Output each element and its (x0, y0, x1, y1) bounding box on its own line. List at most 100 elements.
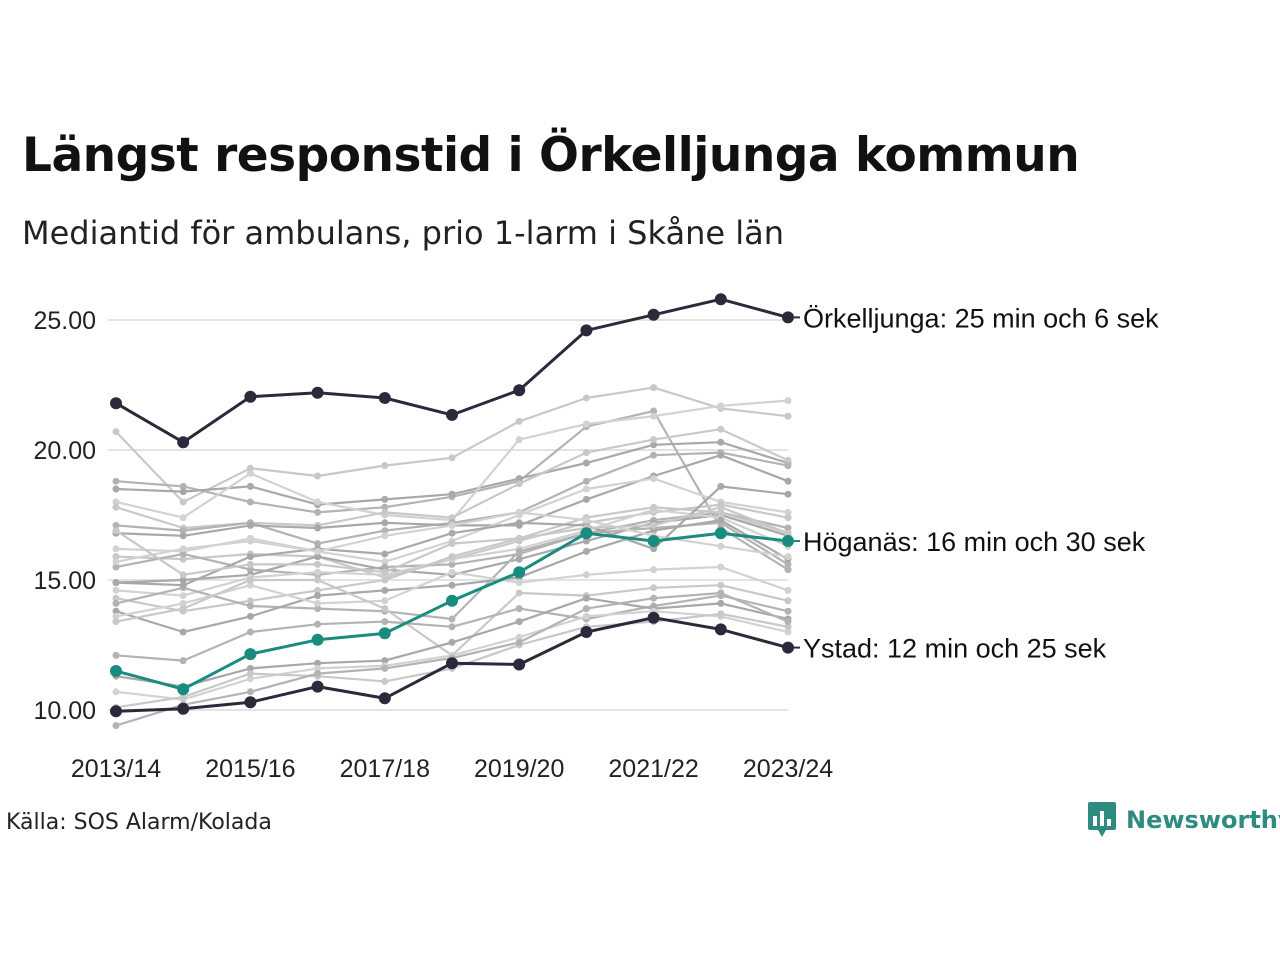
data-point (110, 665, 122, 677)
data-point (179, 527, 187, 535)
data-point (112, 477, 120, 485)
data-point (582, 605, 590, 613)
data-point (381, 586, 389, 594)
gridlines (108, 319, 788, 711)
data-point (782, 311, 794, 324)
series-end-label: Örkelljunga: 25 min och 6 sek (803, 303, 1159, 333)
data-point (179, 693, 187, 701)
data-point (246, 688, 254, 696)
data-point (717, 503, 725, 511)
y-tick-label: 15.00 (33, 567, 96, 595)
source-note: Källa: SOS Alarm/Kolada (6, 810, 272, 835)
x-tick-label: 2019/20 (474, 755, 564, 783)
data-point (448, 540, 456, 548)
x-axis-ticks: 2013/14 2015/16 2017/18 2019/20 2021/22 2023/… (71, 755, 833, 783)
data-point (515, 555, 523, 563)
data-point (381, 558, 389, 566)
data-point (381, 568, 389, 576)
data-point (714, 293, 727, 306)
data-point (515, 534, 523, 542)
data-point (381, 503, 389, 511)
data-point (179, 628, 187, 636)
data-point (717, 563, 725, 571)
data-point (784, 514, 792, 522)
data-point (112, 527, 120, 535)
data-point (179, 571, 187, 579)
data-point (314, 560, 322, 568)
background-series-line (112, 508, 792, 579)
data-point (381, 576, 389, 584)
data-point (246, 464, 254, 472)
data-point (515, 417, 523, 425)
data-point (717, 451, 725, 459)
data-point (314, 592, 322, 600)
chart-title: Längst responstid i Örkelljunga kommun (22, 128, 1080, 183)
data-point (381, 495, 389, 503)
data-point (782, 535, 794, 547)
data-point (650, 407, 658, 415)
background-series-line (112, 563, 792, 620)
data-point (179, 514, 187, 522)
data-point (112, 545, 120, 553)
background-series-line (112, 503, 792, 579)
data-point (647, 535, 660, 547)
data-point (650, 503, 658, 511)
y-axis-ticks: 25.00 20.00 15.00 10.00 (33, 307, 96, 725)
data-point (314, 540, 322, 548)
data-point (179, 550, 187, 558)
data-point (784, 397, 792, 405)
data-point (314, 670, 322, 678)
data-point (582, 477, 590, 485)
data-point (381, 550, 389, 558)
series-end-label: Höganäs: 16 min och 30 sek (803, 527, 1146, 557)
data-point (782, 641, 794, 654)
y-tick-label: 25.00 (33, 307, 96, 335)
data-point (784, 618, 792, 626)
data-point (314, 586, 322, 594)
data-point (650, 412, 658, 420)
data-point (717, 610, 725, 618)
data-point (784, 462, 792, 470)
data-point (515, 579, 523, 587)
data-point (650, 527, 658, 535)
data-point (381, 677, 389, 685)
data-point (784, 586, 792, 594)
data-point (582, 420, 590, 428)
data-point (314, 508, 322, 516)
newsworthy-logo[interactable]: Newsworthy (1088, 802, 1280, 838)
background-series-line (112, 594, 792, 691)
data-point (314, 472, 322, 480)
data-point (580, 626, 593, 638)
data-point (784, 477, 792, 485)
data-point (448, 553, 456, 561)
data-point (446, 594, 458, 607)
x-tick-label: 2021/22 (608, 755, 698, 783)
data-point (582, 449, 590, 457)
data-point (381, 508, 389, 516)
data-point (515, 605, 523, 613)
data-point (580, 324, 593, 337)
data-point (650, 451, 658, 459)
data-point (448, 529, 456, 537)
data-point (650, 545, 658, 553)
data-point (448, 514, 456, 522)
data-point (582, 485, 590, 493)
data-point (650, 384, 658, 392)
data-point (112, 594, 120, 602)
data-point (448, 490, 456, 498)
data-point (650, 441, 658, 449)
data-point (446, 657, 458, 670)
data-point (314, 524, 322, 532)
data-point (246, 612, 254, 620)
data-point (717, 589, 725, 597)
data-point (311, 680, 324, 693)
data-point (647, 308, 660, 321)
data-point (314, 605, 322, 613)
data-point (513, 384, 526, 397)
data-point (246, 581, 254, 589)
data-point (179, 592, 187, 600)
data-point (378, 692, 391, 705)
data-point (246, 537, 254, 545)
series-end-label: Ystad: 12 min och 25 sek (803, 634, 1107, 664)
data-point (179, 545, 187, 553)
